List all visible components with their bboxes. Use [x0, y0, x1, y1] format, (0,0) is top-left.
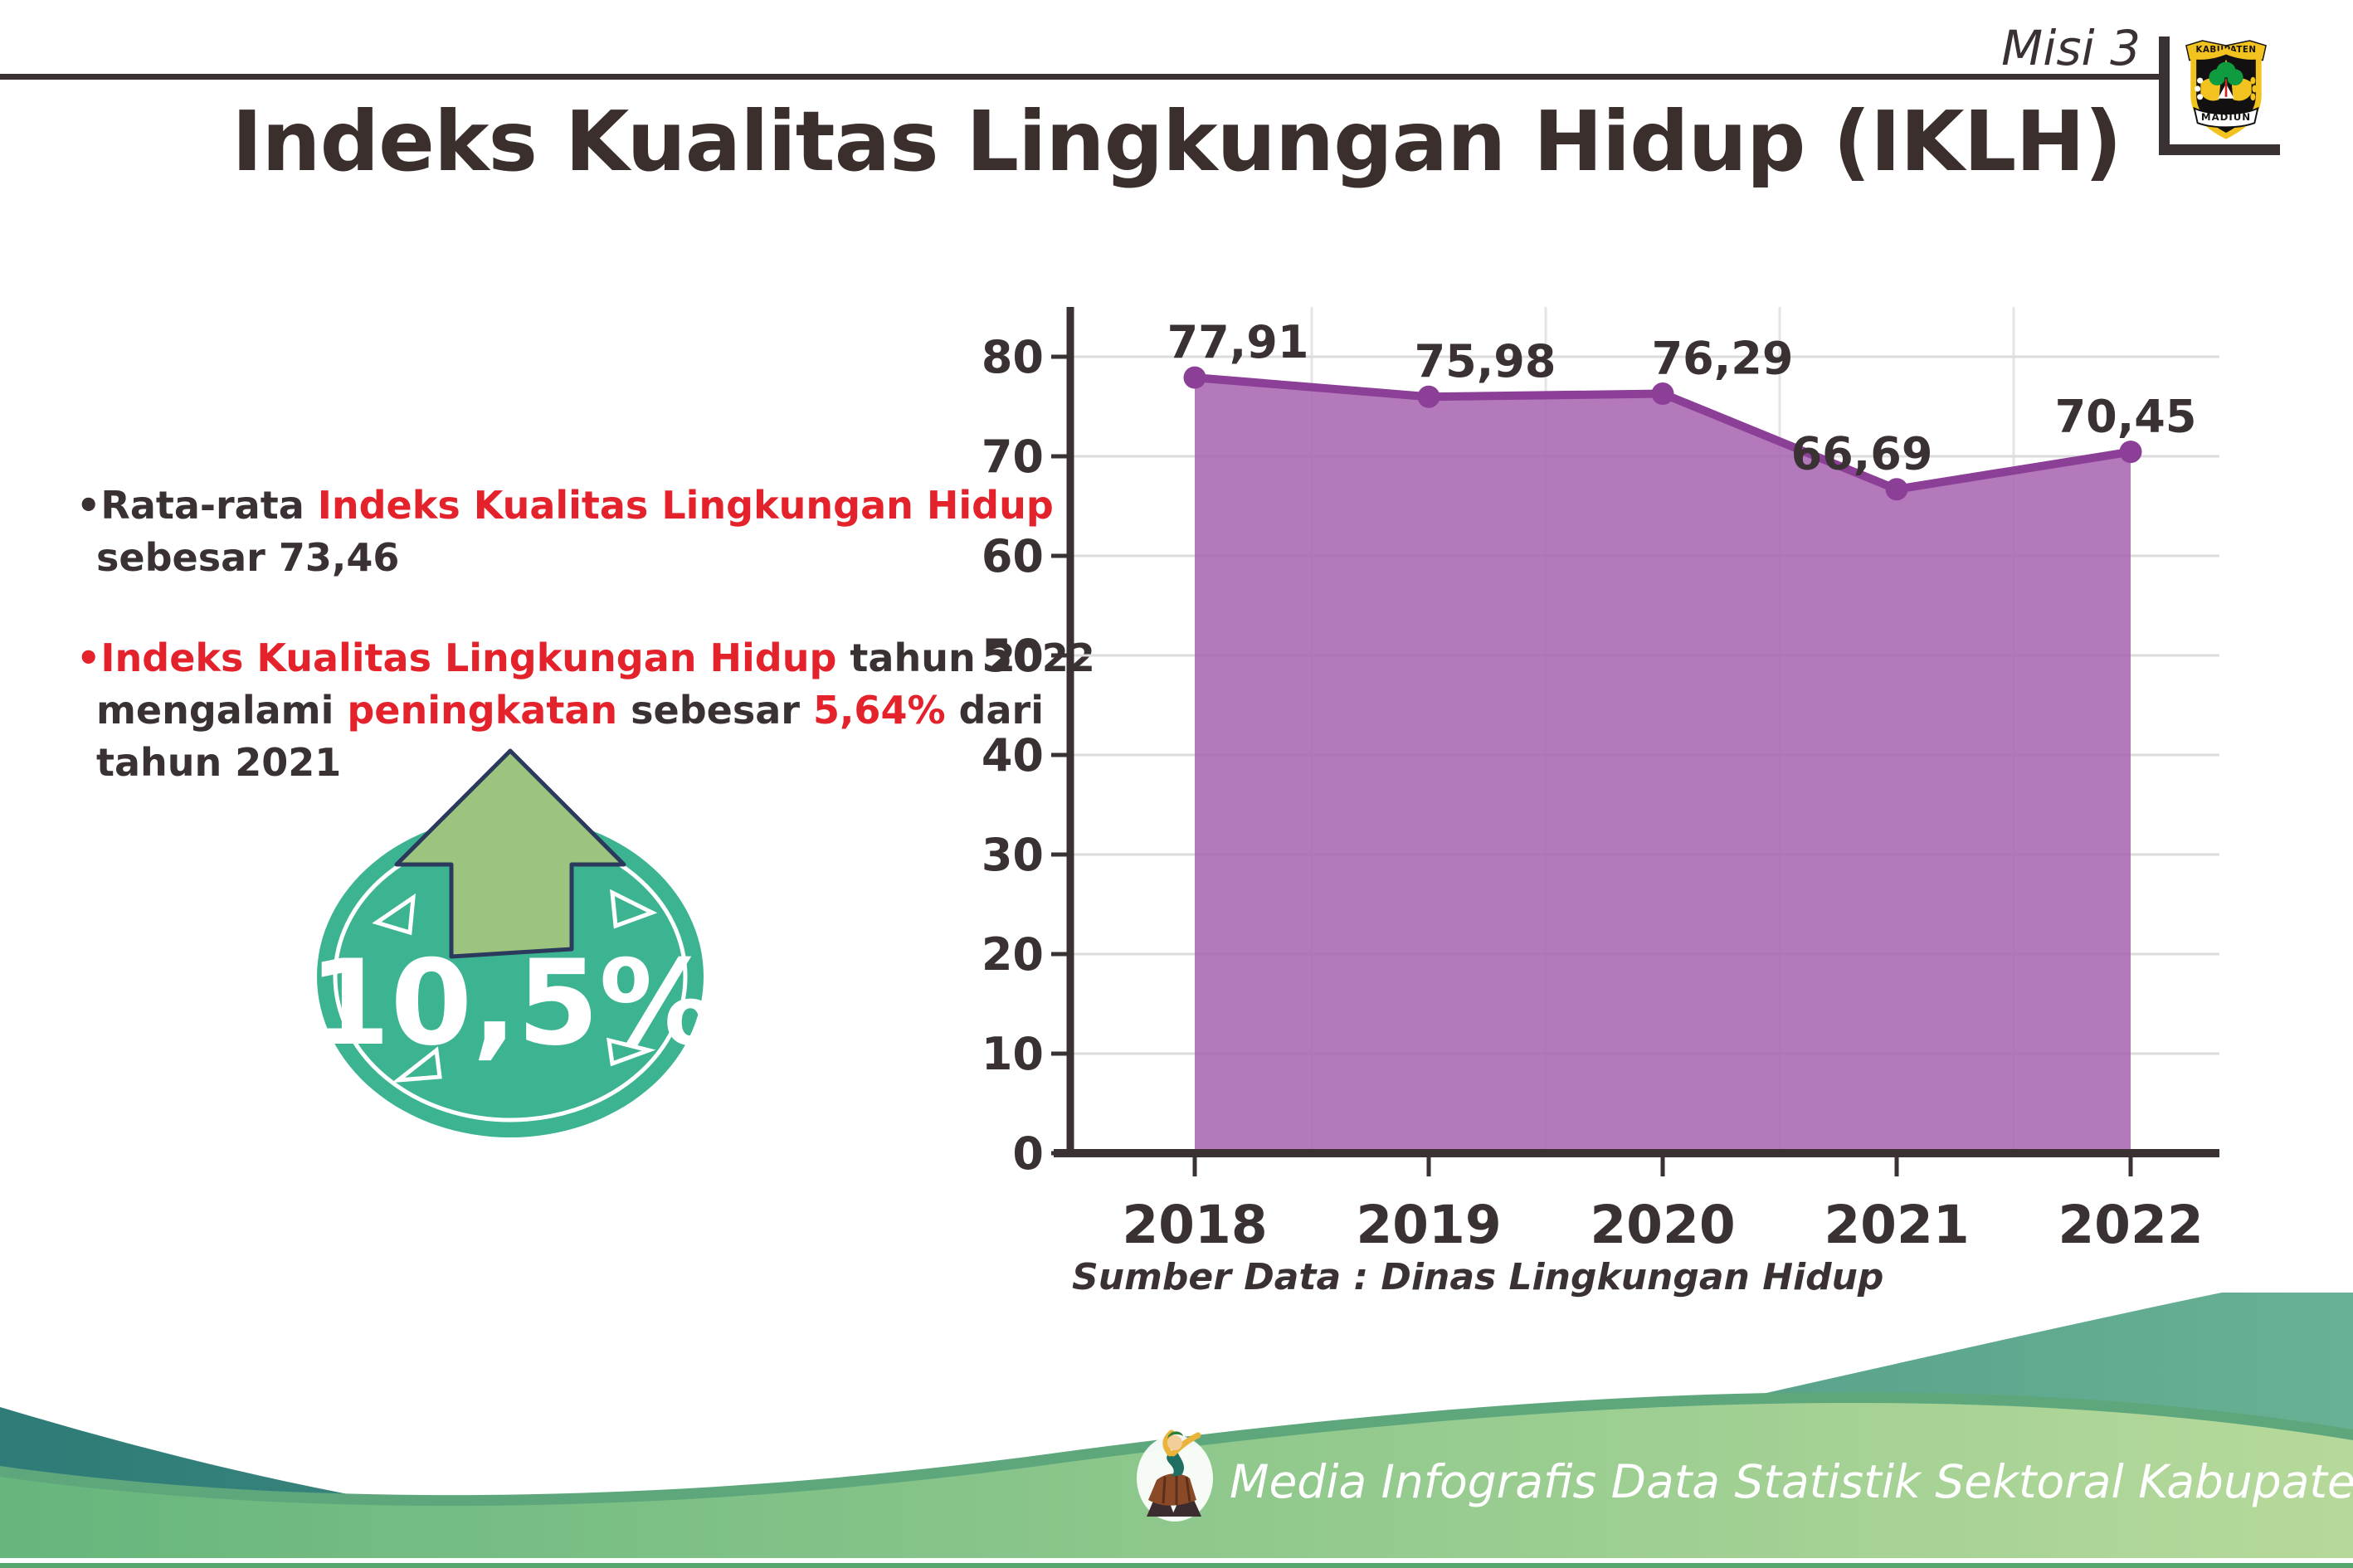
- chart-point: [1651, 382, 1674, 406]
- bullet-line: •Indeks Kualitas Lingkungan Hidup tahun …: [76, 632, 1095, 684]
- text-segment: tahun 2022: [836, 635, 1095, 680]
- chart-point: [1183, 366, 1206, 389]
- mascot-arm: [1170, 1432, 1201, 1457]
- keris-icon: [2224, 79, 2228, 97]
- y-tick-label: 80: [982, 331, 1044, 383]
- bullet-line: sebesar 73,46: [76, 532, 1006, 584]
- chart-value-label: 76,29: [1652, 333, 1794, 385]
- text-segment: tahun 2021: [96, 740, 342, 785]
- chart-value-label: 77,91: [1167, 316, 1309, 368]
- text-segment: Indeks Kualitas Lingkungan Hidup: [317, 483, 1054, 528]
- wheat-icon: [2252, 85, 2258, 93]
- text-segment: dari: [945, 688, 1044, 733]
- iklh-chart: 0 10 20 30 40 50 60 70 80 2018 2019 2020 2021 2022 77,…: [982, 307, 2219, 1255]
- badge-value: 10,5%: [309, 935, 718, 1072]
- x-tick-label: 2021: [1824, 1195, 1969, 1255]
- chart-value-label: 75,98: [1415, 335, 1556, 387]
- sparkle-triangle: [372, 893, 416, 936]
- sparkle-triangle: [606, 1037, 656, 1067]
- y-tick-label: 0: [1012, 1127, 1044, 1180]
- mascot-skirt-stripe: [1162, 1475, 1191, 1505]
- increase-badge: 10,5%: [309, 748, 718, 1137]
- chart-value-label: 70,45: [2055, 391, 2197, 443]
- bottom-strip-white: [0, 1558, 2353, 1563]
- logo-frame-horizontal: [2159, 144, 2280, 155]
- wheat-icon: [2250, 93, 2256, 101]
- up-arrow-icon: [394, 748, 626, 959]
- cotton-icon: [2195, 85, 2201, 92]
- bullet-item: •Rata-rata Indeks Kualitas Lingkungan Hi…: [76, 480, 1054, 584]
- sparkle-triangle: [610, 889, 658, 929]
- bullet-list: •Rata-rata Indeks Kualitas Lingkungan Hi…: [76, 480, 1095, 837]
- y-tick-label: 20: [982, 928, 1044, 981]
- text-segment: 5,64%: [812, 688, 946, 733]
- y-tick-label: 30: [982, 829, 1044, 881]
- logo-bottom-text: MADIUN: [2201, 111, 2251, 123]
- mascot-hat-leaf: [1167, 1431, 1183, 1439]
- mascot-skirt: [1148, 1473, 1196, 1506]
- mascot-icon: [1137, 1429, 1213, 1522]
- chart-point: [1885, 478, 1908, 501]
- text-segment: sebesar 73,46: [96, 535, 400, 580]
- page-title: Indeks Kualitas Lingkungan Hidup (IKLH): [231, 93, 2122, 190]
- footer-credit: Media Infografis Data Statistik Sektoral…: [1230, 1455, 2353, 1508]
- chart-value-label: 66,69: [1791, 428, 1933, 480]
- mascot-torso: [1167, 1450, 1185, 1477]
- y-tick-label: 40: [982, 729, 1044, 782]
- chart-area: [1195, 377, 2131, 1153]
- cotton-icon: [2197, 94, 2204, 100]
- top-rule: [0, 74, 2161, 80]
- bullet-item: •Indeks Kualitas Lingkungan Hidup tahun …: [76, 632, 1095, 789]
- mascot-head: [1167, 1435, 1182, 1450]
- logo-bottom-ribbon: [2193, 106, 2259, 129]
- bullet-line: mengalami peningkatan sebesar 5,64% dari: [76, 684, 1044, 737]
- text-segment: •Indeks Kualitas Lingkungan Hidup: [76, 635, 837, 680]
- wheat-icon: [2250, 76, 2256, 85]
- chart-point: [2119, 441, 2142, 464]
- y-tick-label: 70: [982, 431, 1044, 483]
- x-tick-label: 2020: [1590, 1195, 1735, 1255]
- text-segment: mengalami: [96, 688, 348, 733]
- bullet-line: tahun 2021: [76, 737, 1006, 789]
- kabupaten-madiun-logo-icon: KABUPATEN MADIUN: [2185, 40, 2267, 139]
- x-tick-label: 2022: [2058, 1195, 2203, 1255]
- bullet-line: •Rata-rata Indeks Kualitas Lingkungan Hi…: [76, 480, 1054, 532]
- y-tick-label: 50: [982, 630, 1044, 682]
- y-tick-label: 10: [982, 1028, 1044, 1080]
- text-segment: sebesar: [617, 688, 813, 733]
- mission-label: Misi 3: [2001, 20, 2141, 76]
- chart-point: [1417, 385, 1440, 408]
- x-tick-label: 2018: [1122, 1195, 1267, 1255]
- logo-frame-vertical: [2159, 37, 2170, 155]
- cotton-icon: [2197, 77, 2204, 84]
- text-segment: •Rata-rata: [76, 483, 318, 528]
- y-tick-label: 60: [982, 530, 1044, 582]
- text-segment: peningkatan: [347, 688, 618, 733]
- sparkle-triangle: [391, 1046, 442, 1083]
- bottom-strip-green: [0, 1563, 2353, 1568]
- x-tick-label: 2019: [1356, 1195, 1501, 1255]
- source-note: Sumber Data : Dinas Lingkungan Hidup: [1072, 1256, 1884, 1298]
- tree-canopy: [2216, 61, 2236, 82]
